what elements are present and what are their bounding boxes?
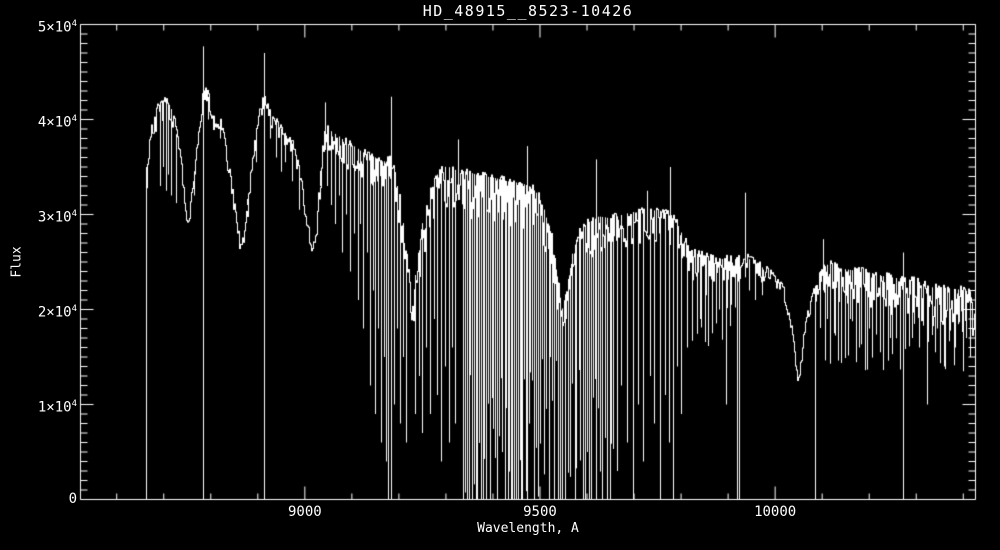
x-tick-label-10000: 10000 [754,504,797,520]
y-tick-label-10000: 1×104 [37,398,77,416]
x-tick-label-9000: 9000 [287,504,322,520]
x-tick-label-9500: 9500 [523,504,557,520]
y-axis-label: Flux [9,246,25,278]
x-axis-label: Wavelength, A [477,521,579,536]
y-tick-label-20000: 2×104 [37,303,77,321]
y-tick-label-30000: 3×104 [37,208,77,226]
y-tick-label-40000: 4×104 [37,113,77,131]
y-tick-label-0: 0 [68,490,77,507]
plot-title: HD_48915__8523-10426 [422,2,634,20]
y-tick-label-50000: 5×104 [37,18,77,36]
